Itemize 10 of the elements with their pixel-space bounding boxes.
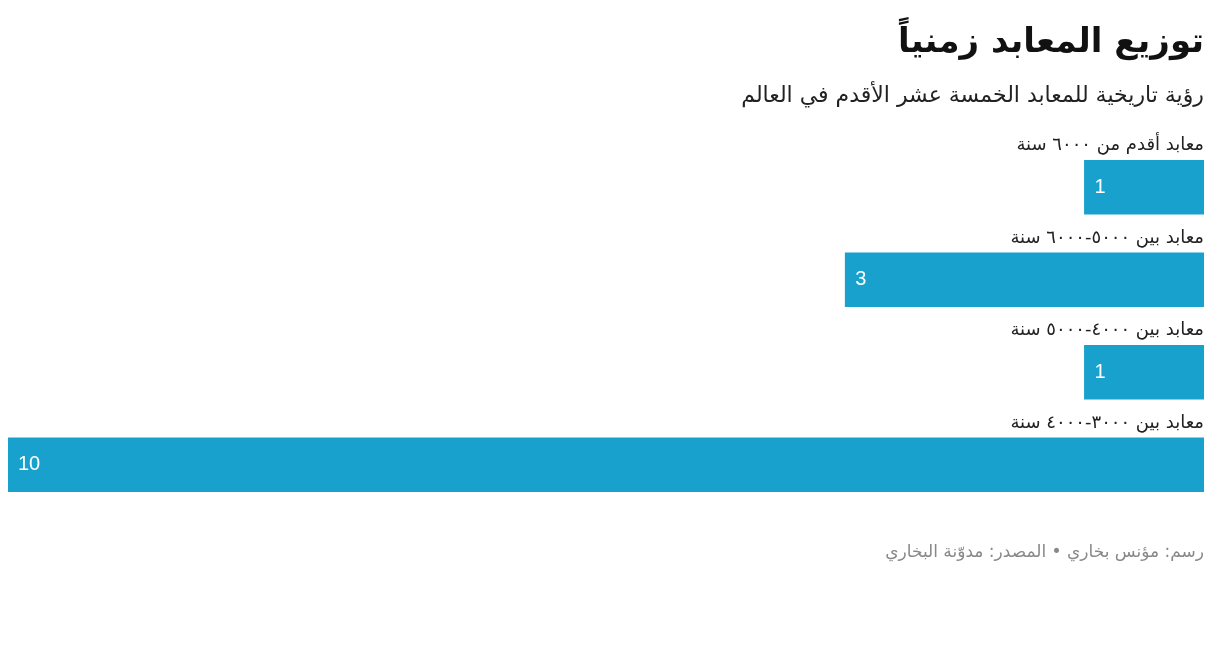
- data-label: 1: [1094, 359, 1106, 382]
- data-label: 3: [855, 267, 867, 290]
- y-tick-label: معابد أقدم من ٦٠٠٠ سنة: [1016, 132, 1204, 156]
- text: رسم: مؤنس بخاري • المصدر: مدوّنة البخاري: [884, 541, 1204, 561]
- y-tick-label: معابد بين ٥٠٠٠-٦٠٠٠ سنة: [1010, 225, 1204, 248]
- data-label: 10: [18, 452, 41, 475]
- data-label: 1: [1094, 174, 1106, 197]
- y-tick-label: معابد بين ٤٠٠٠-٥٠٠٠ سنة: [1010, 318, 1204, 341]
- y-tick-label: معابد بين ٣٠٠٠-٤٠٠٠ سنة: [1010, 410, 1204, 433]
- chart-subtitle: رؤية تاريخية للمعابد الخمسة عشر الأقدم في العالم: [740, 82, 1204, 107]
